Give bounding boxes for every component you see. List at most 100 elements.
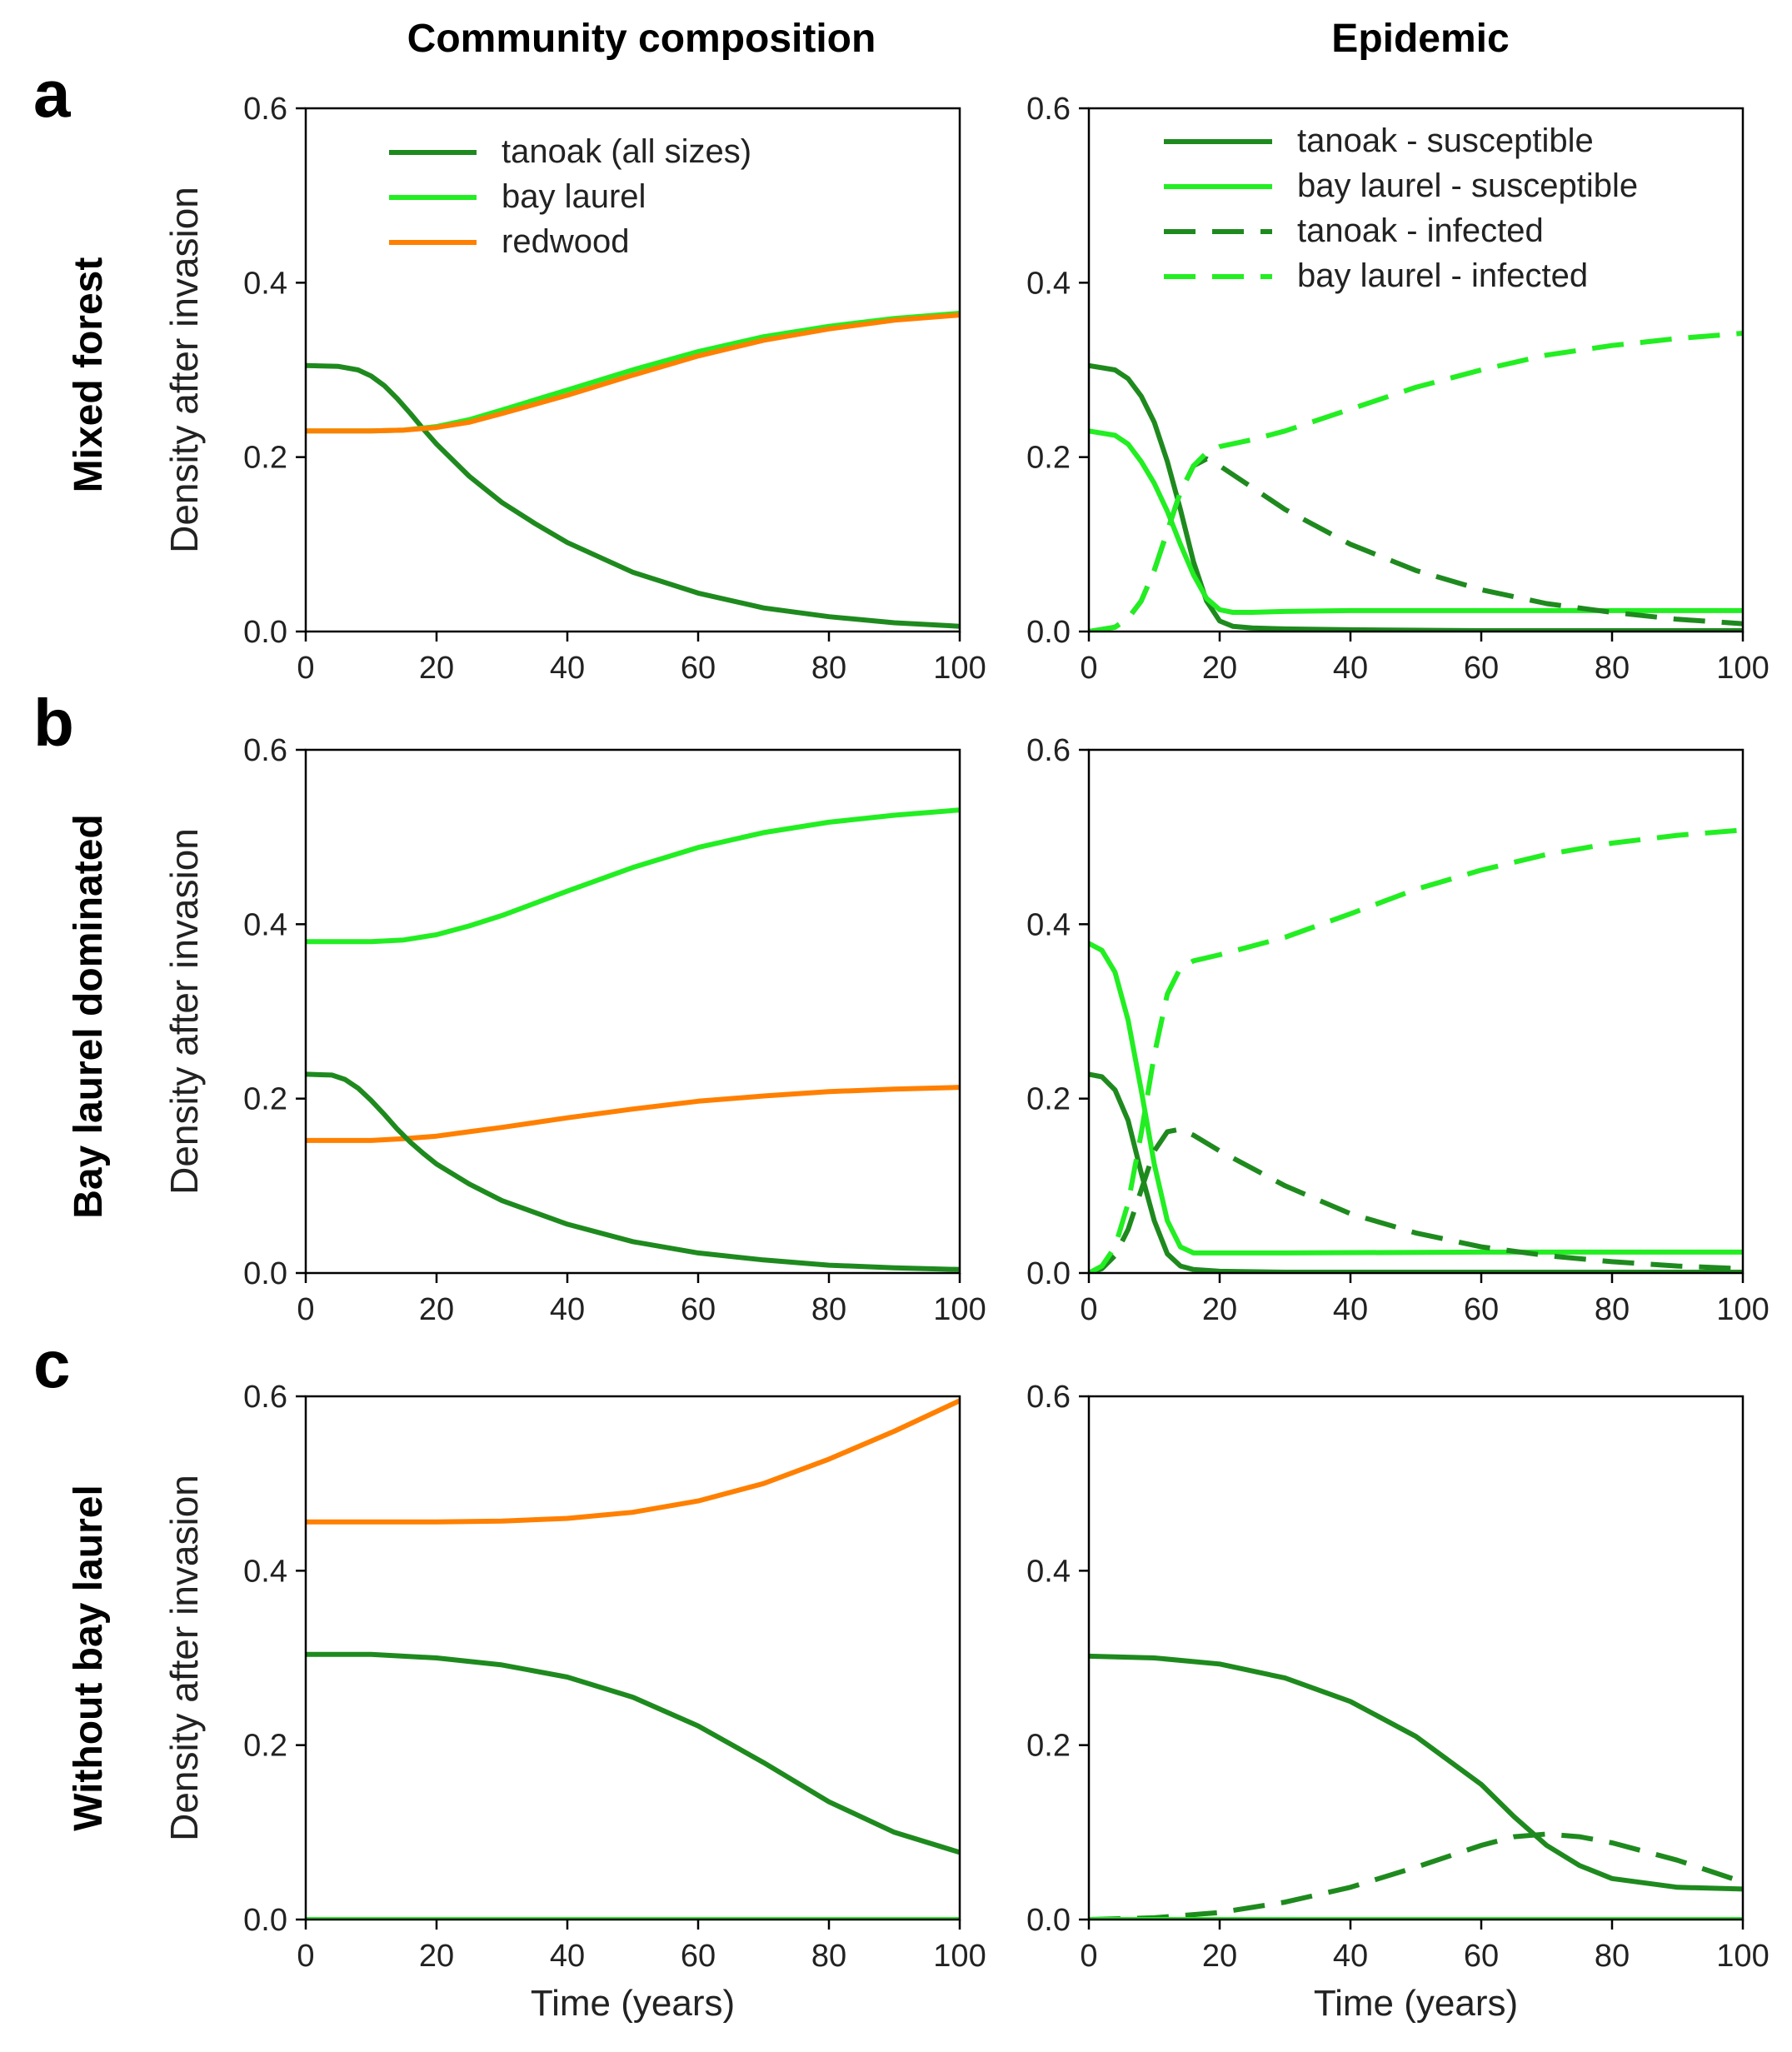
y-tick-label: 0.0 [243,1903,287,1938]
x-tick-label: 0 [1080,651,1097,686]
x-tick-label: 60 [681,1939,716,1974]
x-tick-label: 80 [811,1939,846,1974]
legend-label-bay-laurel-susceptible: bay laurel - susceptible [1297,167,1638,204]
y-axis-label: Density after invasion [162,828,206,1195]
x-tick-label: 60 [681,1292,716,1327]
x-tick-label: 80 [1595,1292,1630,1327]
x-tick-label: 20 [419,1939,454,1974]
y-tick-label: 0.0 [1026,1903,1071,1938]
series-line-bay-laurel-infected [1089,331,1743,632]
chart-b-epidemic: 0 20 40 60 80 100 0.0 0.2 0.4 0.6 [1026,733,1770,1327]
x-tick-label: 100 [933,651,986,686]
y-tick-label: 0.4 [243,1554,287,1589]
x-tick-label: 40 [550,651,585,686]
x-tick-label: 20 [1202,651,1237,686]
panel-letter-b: b [33,686,74,760]
x-tick-label: 20 [419,651,454,686]
legend-label-bay-laurel-infected: bay laurel - infected [1297,257,1588,294]
x-tick-label: 40 [1333,1939,1368,1974]
x-tick-label: 100 [933,1292,986,1327]
y-tick-label: 0.0 [1026,615,1071,650]
series-line-tanoak-susceptible [1089,1071,1743,1273]
x-tick-label: 100 [1716,1292,1769,1327]
y-tick-label: 0.4 [1026,907,1071,942]
x-tick-label: 0 [297,651,314,686]
series-line-redwood [306,1398,960,1525]
x-tick-label: 0 [1080,1292,1097,1327]
x-tick-label: 20 [1202,1292,1237,1327]
series-line-tanoak-infected [1089,1126,1743,1273]
legend-label-tanoak-infected: tanoak - infected [1297,212,1544,249]
x-tick-label: 40 [1333,1292,1368,1327]
x-axis-label: Time (years) [1314,1983,1518,2024]
series-line-bay-laurel [306,311,960,434]
chart-b-community: 0 20 40 60 80 100 0.0 0.2 0.4 0.6 Density after in… [162,733,986,1327]
series-layer [1089,827,1743,1273]
row-label-without-bay-laurel: Without bay laurel [67,1485,111,1831]
series-line-tanoak-susceptible [1089,1653,1743,1892]
y-tick-label: 0.0 [243,615,287,650]
series-line-redwood [306,312,960,434]
y-tick-label: 0.2 [1026,1729,1071,1764]
plot-frame [1087,1395,1745,1921]
series-layer [306,311,960,629]
x-tick-label: 100 [933,1939,986,1974]
legend: tanoak - susceptible bay laurel - suscept… [1164,122,1638,294]
plot-frame [1087,107,1745,633]
series-line-bay-laurel-infected [1089,827,1743,1273]
x-tick-label: 0 [297,1939,314,1974]
y-tick-label: 0.2 [243,1082,287,1117]
y-tick-label: 0.6 [1026,733,1071,768]
plots: 0 20 40 60 80 100 0.0 0.2 0.4 0.6 Density after in… [162,92,1770,2024]
y-tick-label: 0.0 [1026,1256,1071,1291]
series-line-tanoak-all-sizes [306,362,960,629]
series-line-tanoak-all-sizes [306,1651,960,1855]
legend-label-tanoak-susceptible: tanoak - susceptible [1297,122,1594,159]
y-tick-label: 0.4 [243,266,287,301]
x-tick-label: 40 [550,1939,585,1974]
y-tick-label: 0.6 [243,1380,287,1415]
plot-frame [1087,748,1745,1275]
plot-frame [304,107,961,633]
y-axis-label: Density after invasion [162,187,206,553]
chart-c-epidemic: 0 20 40 60 80 100 0.0 0.2 0.4 0.6 Time (years) [1026,1380,1770,2024]
x-tick-label: 80 [811,651,846,686]
series-line-tanoak-all-sizes [306,1071,960,1272]
series-line-bay-laurel-susceptible [1089,428,1743,615]
x-tick-label: 60 [1464,1292,1499,1327]
x-tick-label: 0 [1080,1939,1097,1974]
series-layer [1089,331,1743,632]
legend-label-redwood: redwood [502,223,629,260]
y-tick-label: 0.4 [1026,266,1071,301]
column-header-community: Community composition [407,17,876,61]
y-tick-label: 0.6 [1026,92,1071,127]
series-line-bay-laurel [306,807,960,945]
x-tick-label: 60 [681,651,716,686]
y-tick-label: 0.6 [243,733,287,768]
x-tick-label: 40 [1333,651,1368,686]
series-layer [1089,1653,1743,1920]
row-label-bay-laurel-dominated: Bay laurel dominated [67,814,111,1218]
legend-label-tanoak-all-sizes: tanoak (all sizes) [502,133,751,170]
chart-a-community: 0 20 40 60 80 100 0.0 0.2 0.4 0.6 Density after in… [162,92,986,686]
y-tick-label: 0.4 [243,907,287,942]
y-tick-label: 0.2 [1026,441,1071,476]
y-tick-label: 0.6 [1026,1380,1071,1415]
x-tick-label: 40 [550,1292,585,1327]
series-layer [306,1398,960,1920]
panel-letter-a: a [33,57,71,131]
plot-frame [304,1395,961,1921]
x-tick-label: 60 [1464,651,1499,686]
series-line-bay-laurel-susceptible [1089,941,1743,1256]
chart-c-community: 0 20 40 60 80 100 0.0 0.2 0.4 0.6 Density after in… [162,1380,986,2024]
y-tick-label: 0.2 [243,1729,287,1764]
legend: tanoak (all sizes) bay laurel redwood [389,133,751,260]
x-tick-label: 100 [1716,1939,1769,1974]
y-tick-label: 0.0 [243,1256,287,1291]
x-axis-label: Time (years) [531,1983,735,2024]
column-header-epidemic: Epidemic [1331,17,1509,61]
x-tick-label: 0 [297,1292,314,1327]
series-line-tanoak-susceptible [1089,362,1743,632]
y-tick-label: 0.6 [243,92,287,127]
